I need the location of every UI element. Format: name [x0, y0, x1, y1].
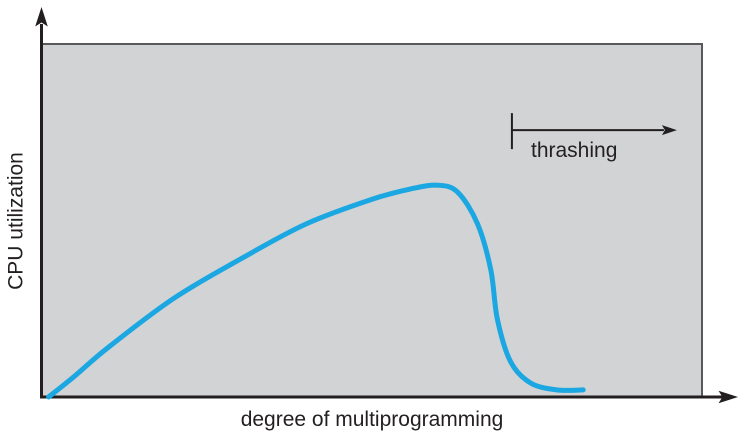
- plot-area: [41, 43, 703, 398]
- cpu-utilization-curve: [46, 182, 586, 400]
- y-axis-arrowhead: [35, 7, 48, 27]
- thrashing-label: thrashing: [531, 139, 618, 162]
- thrashing-arrowhead: [661, 125, 677, 136]
- y-axis-label: CPU utilization: [4, 152, 28, 290]
- x-axis-arrowhead: [718, 390, 738, 404]
- x-axis-label: degree of multiprogramming: [240, 408, 504, 431]
